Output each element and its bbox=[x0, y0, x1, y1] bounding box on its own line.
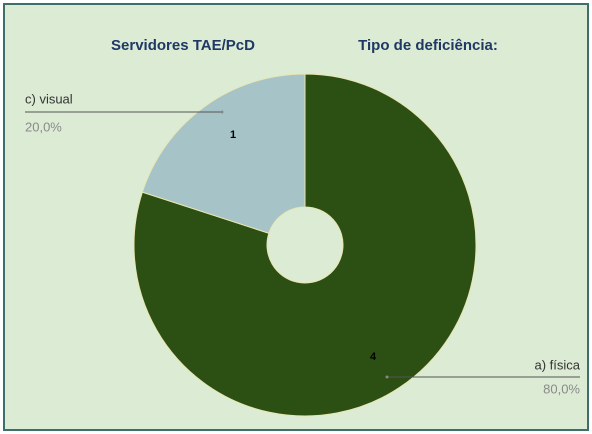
category-label: a) física bbox=[534, 357, 580, 372]
data-label: 4 bbox=[370, 351, 377, 363]
leader-dot bbox=[385, 375, 389, 379]
data-label: 1 bbox=[230, 129, 236, 141]
chart-title: Servidores TAE/PcD bbox=[111, 37, 255, 54]
percentage-label: 80,0% bbox=[543, 381, 580, 396]
category-label: c) visual bbox=[25, 91, 73, 106]
donut-slice bbox=[133, 73, 477, 417]
percentage-label: 20,0% bbox=[25, 119, 62, 134]
chart-subtitle: Tipo de deficiência: bbox=[358, 37, 498, 54]
donut-slice bbox=[141, 73, 306, 234]
leader-dot bbox=[220, 110, 224, 114]
